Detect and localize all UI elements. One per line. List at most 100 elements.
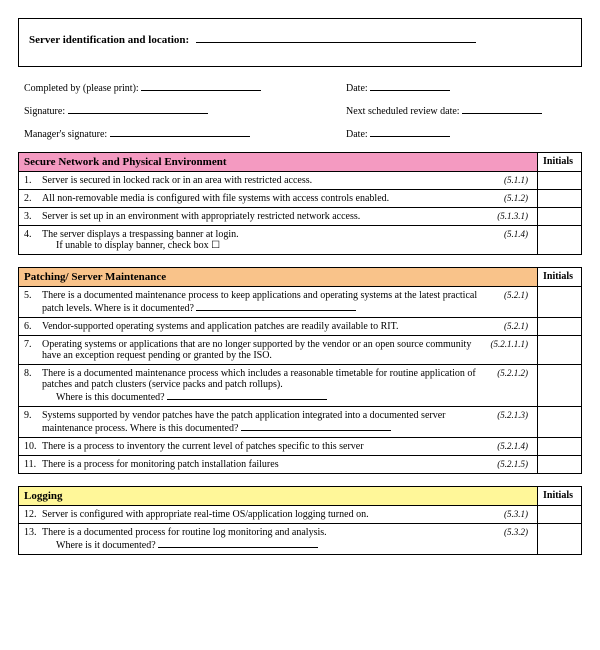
item-text: (5.1.2)All non-removable media is config… [42, 193, 528, 204]
item-ref: (5.2.1.1.1) [491, 339, 529, 349]
item-text: (5.1.4)The server displays a trespassing… [42, 229, 528, 251]
next-review-label: Next scheduled review date: [346, 106, 460, 117]
initials-cell[interactable] [538, 208, 582, 226]
item-subtext: If unable to display banner, check box ☐ [42, 240, 528, 251]
item-number: 10. [24, 441, 42, 452]
item-text: (5.2.1.2)There is a documented maintenan… [42, 368, 528, 403]
table-row: 3.(5.1.3.1)Server is set up in an enviro… [19, 208, 582, 226]
header-title: Server identification and location: [29, 34, 189, 46]
initials-cell[interactable] [538, 172, 582, 190]
item-ref: (5.2.1.2) [497, 368, 528, 378]
initials-cell[interactable] [538, 318, 582, 336]
item-text: (5.2.1.4)There is a process to inventory… [42, 441, 528, 452]
section-table: Secure Network and Physical EnvironmentI… [18, 152, 582, 255]
item-ref: (5.2.1) [504, 321, 528, 331]
date-label-2: Date: [346, 129, 368, 140]
item-text: (5.1.3.1)Server is set up in an environm… [42, 211, 528, 222]
item-ref: (5.2.1) [504, 290, 528, 300]
item-ref: (5.1.1) [504, 175, 528, 185]
initials-cell[interactable] [538, 407, 582, 438]
date-label-1: Date: [346, 83, 368, 94]
item-text: (5.2.1)There is a documented maintenance… [42, 290, 528, 314]
item-cell: 7.(5.2.1.1.1)Operating systems or applic… [19, 336, 538, 365]
item-cell: 12.(5.3.1)Server is configured with appr… [19, 506, 538, 524]
item-text: (5.1.1)Server is secured in locked rack … [42, 175, 528, 186]
item-text: (5.2.1.3)Systems supported by vendor pat… [42, 410, 528, 434]
section-table: LoggingInitials12.(5.3.1)Server is confi… [18, 486, 582, 555]
item-number: 11. [24, 459, 42, 470]
table-row: 10.(5.2.1.4)There is a process to invent… [19, 438, 582, 456]
section-header: Secure Network and Physical Environment [19, 153, 538, 172]
item-cell: 9.(5.2.1.3)Systems supported by vendor p… [19, 407, 538, 438]
item-number: 2. [24, 193, 42, 204]
header-line[interactable] [196, 33, 476, 43]
table-row: 7.(5.2.1.1.1)Operating systems or applic… [19, 336, 582, 365]
table-row: 8.(5.2.1.2)There is a documented mainten… [19, 365, 582, 407]
initials-cell[interactable] [538, 506, 582, 524]
item-number: 13. [24, 527, 42, 538]
item-subtext: Where is it documented? [42, 538, 528, 551]
table-row: 5.(5.2.1)There is a documented maintenan… [19, 287, 582, 318]
initials-cell[interactable] [538, 190, 582, 208]
managers-sig-field[interactable] [110, 127, 250, 137]
table-row: 9.(5.2.1.3)Systems supported by vendor p… [19, 407, 582, 438]
initials-header: Initials [538, 268, 582, 287]
doc-line[interactable] [196, 301, 356, 311]
item-text: (5.2.1)Vendor-supported operating system… [42, 321, 528, 332]
item-text: (5.2.1.5)There is a process for monitori… [42, 459, 528, 470]
item-ref: (5.3.1) [504, 509, 528, 519]
item-text: (5.3.1)Server is configured with appropr… [42, 509, 528, 520]
item-subtext: Where is this documented? [42, 390, 528, 403]
item-number: 9. [24, 410, 42, 421]
item-cell: 10.(5.2.1.4)There is a process to invent… [19, 438, 538, 456]
item-number: 7. [24, 339, 42, 350]
initials-header: Initials [538, 153, 582, 172]
item-ref: (5.1.2) [504, 193, 528, 203]
initials-cell[interactable] [538, 336, 582, 365]
item-number: 12. [24, 509, 42, 520]
date-field-1[interactable] [370, 81, 450, 91]
info-block: Completed by (please print): Date: Signa… [18, 81, 582, 140]
item-cell: 1.(5.1.1)Server is secured in locked rac… [19, 172, 538, 190]
item-cell: 8.(5.2.1.2)There is a documented mainten… [19, 365, 538, 407]
item-cell: 4.(5.1.4)The server displays a trespassi… [19, 226, 538, 255]
item-number: 8. [24, 368, 42, 379]
date-field-2[interactable] [370, 127, 450, 137]
table-row: 6.(5.2.1)Vendor-supported operating syst… [19, 318, 582, 336]
doc-line[interactable] [158, 538, 318, 548]
initials-cell[interactable] [538, 287, 582, 318]
table-row: 2.(5.1.2)All non-removable media is conf… [19, 190, 582, 208]
sections-container: Secure Network and Physical EnvironmentI… [18, 152, 582, 555]
initials-cell[interactable] [538, 438, 582, 456]
managers-sig-label: Manager's signature: [24, 129, 107, 140]
next-review-field[interactable] [462, 104, 542, 114]
doc-line[interactable] [167, 390, 327, 400]
item-number: 6. [24, 321, 42, 332]
item-ref: (5.1.4) [504, 229, 528, 239]
item-cell: 11.(5.2.1.5)There is a process for monit… [19, 456, 538, 474]
section-table: Patching/ Server MaintenanceInitials5.(5… [18, 267, 582, 474]
initials-cell[interactable] [538, 456, 582, 474]
item-cell: 13.(5.3.2)There is a documented process … [19, 524, 538, 555]
item-text: (5.3.2)There is a documented process for… [42, 527, 528, 551]
table-row: 13.(5.3.2)There is a documented process … [19, 524, 582, 555]
doc-line[interactable] [241, 421, 391, 431]
table-row: 11.(5.2.1.5)There is a process for monit… [19, 456, 582, 474]
signature-field[interactable] [68, 104, 208, 114]
signature-label: Signature: [24, 106, 65, 117]
item-number: 1. [24, 175, 42, 186]
item-number: 4. [24, 229, 42, 240]
initials-cell[interactable] [538, 226, 582, 255]
initials-cell[interactable] [538, 365, 582, 407]
header-box: Server identification and location: [18, 18, 582, 67]
initials-cell[interactable] [538, 524, 582, 555]
completed-by-field[interactable] [141, 81, 261, 91]
item-cell: 2.(5.1.2)All non-removable media is conf… [19, 190, 538, 208]
completed-by-label: Completed by (please print): [24, 83, 139, 94]
table-row: 4.(5.1.4)The server displays a trespassi… [19, 226, 582, 255]
table-row: 12.(5.3.1)Server is configured with appr… [19, 506, 582, 524]
item-cell: 6.(5.2.1)Vendor-supported operating syst… [19, 318, 538, 336]
item-cell: 3.(5.1.3.1)Server is set up in an enviro… [19, 208, 538, 226]
item-ref: (5.1.3.1) [497, 211, 528, 221]
item-text: (5.2.1.1.1)Operating systems or applicat… [42, 339, 528, 361]
